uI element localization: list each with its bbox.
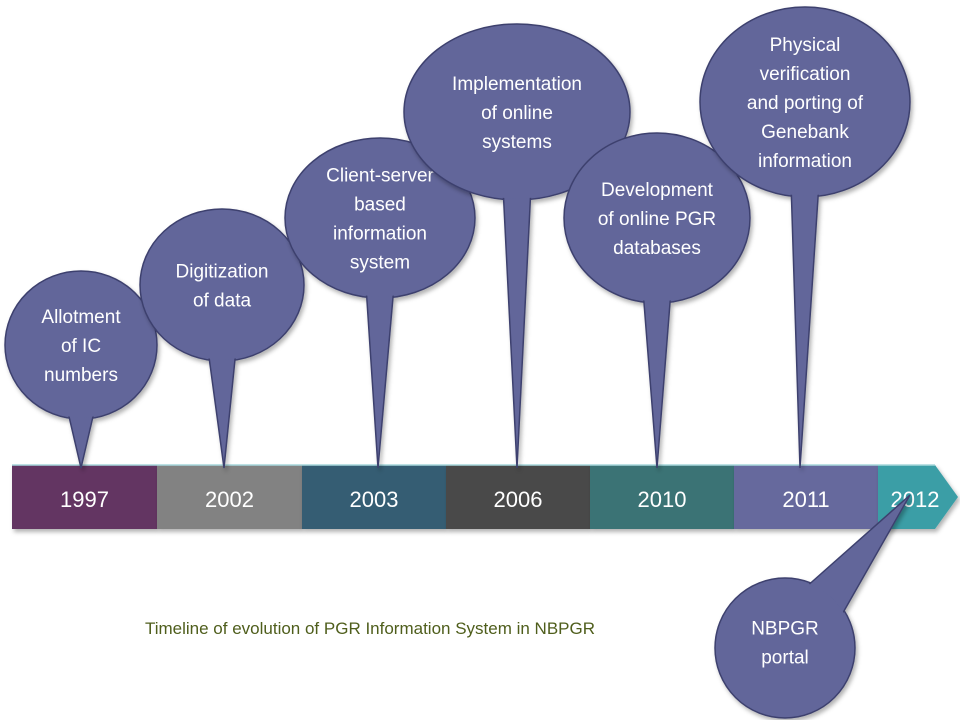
callout-text: Development (601, 180, 714, 201)
callout-text: based (354, 195, 406, 216)
callout-2011 (699, 6, 911, 469)
callout-text: and porting of (747, 93, 864, 114)
callout-2006 (403, 23, 631, 469)
callout-text: information (758, 151, 852, 172)
timeline-segment-2010 (590, 465, 734, 529)
caption: Timeline of evolution of PGR Information… (145, 619, 595, 638)
callout-pointer (502, 186, 532, 469)
callout-fill (286, 139, 474, 297)
callout-pointer (207, 348, 237, 469)
callout-text: system (350, 253, 410, 274)
timeline-segment-2011 (734, 465, 878, 529)
callout-2003 (284, 137, 476, 469)
year-label: 2010 (638, 487, 687, 512)
callout-text: of data (193, 291, 252, 312)
year-label: 2006 (494, 487, 543, 512)
callout-1997 (4, 270, 158, 469)
callout-text: of IC (61, 336, 101, 357)
callout-text: NBPGR (751, 619, 819, 640)
callout-text: Implementation (452, 74, 582, 95)
timeline-segment-2003 (302, 465, 446, 529)
callout-pointer (365, 285, 395, 469)
callout-text: systems (482, 132, 552, 153)
callout-fill (716, 579, 854, 717)
callout-text: Allotment (41, 307, 121, 328)
callout-fill (6, 272, 156, 418)
callout-text: of online PGR (598, 209, 716, 230)
timeline-segment-2002 (157, 465, 302, 529)
callout-fill (701, 8, 909, 196)
callout-text: numbers (44, 365, 118, 386)
callout-text: Physical (770, 35, 841, 56)
callout-fill (565, 134, 749, 302)
year-label: 2011 (782, 487, 829, 512)
callout-2002 (139, 208, 305, 469)
callout-text: verification (760, 64, 851, 85)
callout-text: portal (761, 648, 809, 669)
callout-2010 (563, 132, 751, 469)
callout-text: of online (481, 103, 553, 124)
callout-text: databases (613, 238, 701, 259)
year-label: 2002 (205, 487, 254, 512)
callout-2012 (714, 494, 911, 719)
callout-text: Genebank (761, 122, 849, 143)
callout-text: Client-server (326, 166, 434, 187)
year-label: 2003 (350, 487, 399, 512)
year-label: 1997 (60, 487, 109, 512)
callout-pointer (642, 289, 672, 469)
callout-pointer (790, 182, 820, 469)
callout-text: Digitization (176, 262, 269, 283)
timeline-segment-2006 (446, 465, 590, 529)
callout-fill (405, 25, 629, 199)
timeline-segment-1997 (12, 465, 157, 529)
callout-fill (141, 210, 303, 360)
callout-text: information (333, 224, 427, 245)
